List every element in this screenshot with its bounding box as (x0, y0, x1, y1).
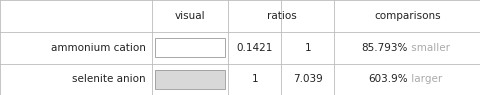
Bar (155, 38, 165, 57)
Text: selenite anion: selenite anion (72, 74, 145, 84)
Text: smaller: smaller (407, 43, 449, 53)
Text: larger: larger (407, 74, 441, 84)
Text: 1: 1 (304, 43, 311, 53)
Text: 1: 1 (251, 74, 258, 84)
Text: 603.9%: 603.9% (367, 74, 407, 84)
Text: comparisons: comparisons (373, 11, 440, 21)
Bar (155, 38, 224, 57)
Text: 7.039: 7.039 (292, 74, 322, 84)
Text: 85.793%: 85.793% (360, 43, 407, 53)
Text: 0.1421: 0.1421 (236, 43, 273, 53)
Text: visual: visual (174, 11, 205, 21)
Bar (155, 70, 224, 89)
Text: ratios: ratios (266, 11, 296, 21)
Bar (155, 70, 224, 89)
Text: ammonium cation: ammonium cation (51, 43, 145, 53)
